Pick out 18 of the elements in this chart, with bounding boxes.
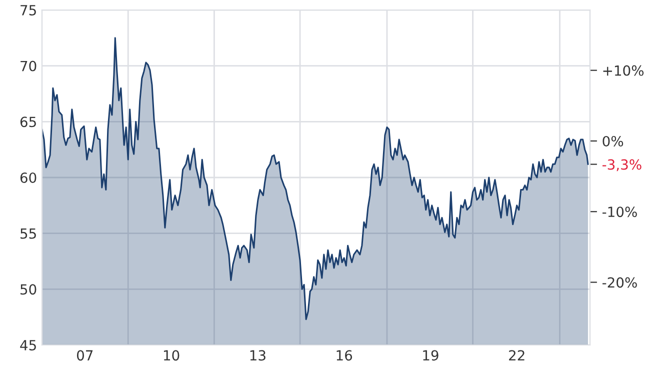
y-tick-label: 70 [20, 60, 36, 72]
x-tick-label: 07 [76, 350, 93, 361]
y-tick-label: 60 [20, 172, 36, 183]
x-tick-label: 10 [164, 350, 180, 361]
y2-tick-label: -20% [602, 277, 637, 288]
y2-tick-label: -10% [602, 206, 637, 218]
y-tick-label: 55 [20, 228, 36, 239]
x-tick-label: 22 [509, 350, 524, 360]
y-tick-label: 50 [20, 284, 36, 295]
y-tick-label: 65 [20, 116, 36, 128]
y2-tick-label: +10% [603, 65, 644, 76]
y-tick-label: 45 [20, 340, 36, 350]
x-tick-label: 19 [423, 350, 438, 361]
x-tick-label: 13 [250, 350, 266, 361]
y2-tick-label: -3,3% [602, 159, 642, 172]
y2-tick-label: 0% [602, 136, 624, 146]
y-tick-label: 75 [20, 5, 36, 16]
x-tick-label: 16 [336, 350, 352, 361]
